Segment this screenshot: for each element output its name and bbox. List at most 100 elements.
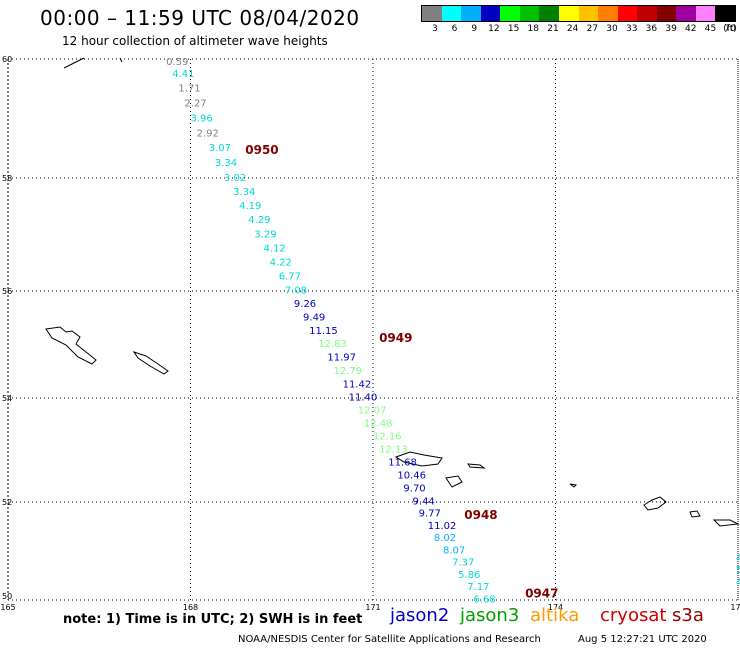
lat-tick-label: 52 — [2, 498, 12, 507]
legend-label: 6 — [451, 24, 458, 34]
rat-islands-2 — [643, 496, 667, 511]
lat-tick-label: 54 — [2, 394, 12, 403]
axis-labels: 60 58 56 54 52 50 165 168 171 174 177 — [0, 55, 740, 612]
legend-swatch — [578, 6, 599, 21]
swh-value: 4.3 — [736, 577, 740, 588]
swh-value: 11.42 — [343, 379, 372, 390]
swh-value: 8.02 — [434, 533, 456, 544]
legend-label: 42 — [685, 24, 697, 34]
swh-value: 5.86 — [458, 570, 480, 581]
near-islands-attu — [394, 451, 443, 467]
legend-unit: (ft) — [723, 24, 737, 34]
legend-color-bar — [421, 5, 736, 22]
observation-values: 0.594.41 1.71 2.27 3.96 2.92 3.07 3.34 3.02 3.34… — [166, 57, 740, 606]
semichi-island — [467, 463, 486, 469]
swh-value: 3.07 — [209, 143, 231, 154]
coastlines — [45, 57, 740, 527]
swh-value: 12.79 — [333, 366, 362, 377]
swh-value: 3.02 — [224, 173, 246, 184]
legend-swatch — [598, 6, 618, 21]
legend-swatch — [617, 6, 638, 21]
legend-label: 27 — [586, 24, 599, 34]
map-grid — [7, 58, 739, 601]
swh-value: 6.77 — [279, 272, 301, 283]
lat-tick-label: 50 — [2, 592, 12, 601]
swh-value: 9.49 — [303, 312, 325, 323]
legend-swatch — [519, 6, 540, 21]
lon-tick-label: 171 — [365, 603, 380, 612]
satellite-cryosat: cryosat — [600, 605, 667, 626]
track-time-label: 0947 — [525, 587, 558, 601]
legend-label: 15 — [507, 24, 520, 34]
swh-value: 11.15 — [309, 326, 338, 337]
legend-swatch — [558, 6, 579, 21]
legend-label: 39 — [665, 24, 677, 34]
bering-island — [45, 326, 97, 365]
satellite-altika: altika — [530, 605, 580, 626]
legend-label: 24 — [566, 24, 579, 34]
swh-value: 3.96 — [191, 113, 213, 124]
swh-value: 4.4 — [736, 553, 740, 564]
swh-value: 4.12 — [264, 243, 286, 254]
swh-value: 9.44 — [413, 496, 435, 507]
legend-swatch — [656, 6, 677, 21]
lat-tick-label: 60 — [2, 55, 12, 64]
track-time-labels: 0950 0949 0948 0947 — [245, 143, 558, 600]
legend-label: 33 — [625, 24, 638, 34]
rat-islands-3 — [689, 510, 701, 518]
swh-value: 6.68 — [473, 594, 495, 605]
legend-label: 45 — [704, 24, 717, 34]
track-time-label: 0949 — [379, 331, 412, 345]
swh-value: 11.97 — [327, 353, 356, 364]
swh-value: 5.17 — [736, 565, 740, 576]
track-time-label: 0950 — [245, 143, 278, 157]
legend-swatch — [461, 6, 481, 21]
legend-swatch — [676, 6, 696, 21]
legend-label: 21 — [547, 24, 559, 34]
swh-value: 7.37 — [452, 558, 474, 569]
satellite-jason3: jason3 — [460, 605, 520, 626]
swh-value: 12.16 — [373, 432, 402, 443]
lon-tick-label: 174 — [548, 603, 563, 612]
satellite-jason2: jason2 — [390, 605, 450, 626]
swh-value: 4.22 — [270, 258, 292, 269]
swh-value: 9.77 — [419, 509, 441, 520]
map-subtitle: 12 hour collection of altimeter wave hei… — [62, 34, 328, 48]
satellite-s3a: s3a — [672, 605, 704, 626]
swh-value: 12.83 — [318, 339, 347, 350]
legend-label: 30 — [606, 24, 618, 34]
lat-tick-label: 56 — [2, 287, 12, 296]
lat-tick-label: 58 — [2, 174, 12, 183]
rat-island-1 — [569, 483, 578, 488]
legend-label: 18 — [527, 24, 540, 34]
legend-swatch — [441, 6, 462, 21]
credit-line: NOAA/NESDIS Center for Satellite Applica… — [238, 634, 541, 645]
swh-value: 4.29 — [248, 215, 270, 226]
swh-value: 9.70 — [403, 484, 425, 495]
swh-value: 8.07 — [443, 545, 465, 556]
legend-swatch — [695, 6, 716, 21]
track-time-label: 0948 — [464, 508, 497, 522]
rat-islands-4 — [712, 519, 740, 527]
swh-value: 4.19 — [239, 201, 261, 212]
swh-value: 7.17 — [467, 582, 489, 593]
swh-value: 12.13 — [379, 445, 408, 456]
legend-swatch — [539, 6, 559, 21]
legend-label: 9 — [471, 24, 478, 34]
swh-value: 11.40 — [349, 393, 378, 404]
swh-value: 7.08 — [285, 286, 307, 297]
legend-label: 36 — [645, 24, 658, 34]
lon-tick-label: 168 — [183, 603, 198, 612]
legend-swatch — [480, 6, 501, 21]
swh-value: 2.92 — [197, 128, 219, 139]
medny-island — [132, 351, 169, 375]
lon-tick-label: 165 — [0, 603, 15, 612]
swh-value: 3.34 — [215, 158, 237, 169]
swh-value: 9.26 — [294, 299, 316, 310]
near-islands-agattu — [445, 475, 463, 488]
swh-value: 0.59 — [166, 57, 188, 68]
swh-value: 12.07 — [358, 406, 387, 417]
swh-value: 10.46 — [397, 471, 426, 482]
generation-timestamp: Aug 5 12:27:21 UTC 2020 — [578, 634, 707, 645]
legend-swatch — [422, 6, 442, 21]
